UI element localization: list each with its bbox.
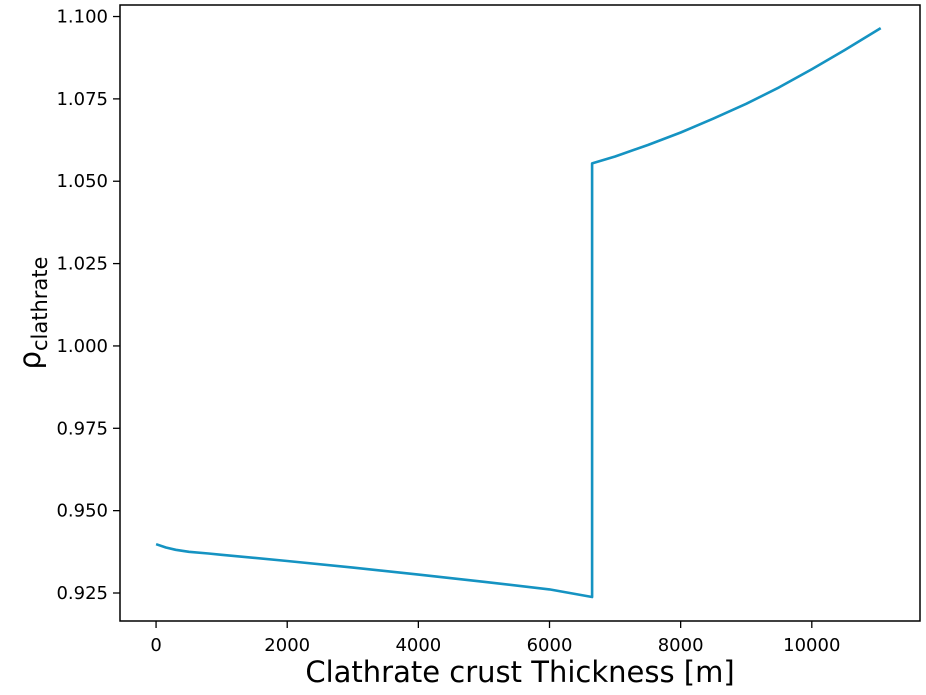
ticks-layer: 0 2000 4000 6000 8000 10000 0.925 0.950 0.975 1.0… <box>56 7 840 656</box>
y-tick-label: 0.950 <box>56 501 108 522</box>
x-tick-label: 6000 <box>527 635 573 656</box>
y-tick-label: 0.925 <box>56 583 108 604</box>
x-axis-title: Clathrate crust Thickness [m] <box>305 655 734 689</box>
x-tick-label: 2000 <box>264 635 310 656</box>
x-tick-label: 0 <box>150 635 161 656</box>
x-tick-label: 8000 <box>658 635 704 656</box>
y-tick-label: 0.975 <box>56 418 108 439</box>
series-line <box>155 26 882 599</box>
x-tick-label: 10000 <box>783 635 840 656</box>
y-tick-label: 1.000 <box>56 336 108 357</box>
y-tick-label: 1.075 <box>56 89 108 110</box>
y-axis-title-subscript: clathrate <box>28 257 52 351</box>
y-axis-title: ρclathrate <box>13 257 52 370</box>
y-axis-title-base: ρ <box>13 351 47 369</box>
plot-frame <box>119 4 921 622</box>
y-tick-label: 1.100 <box>56 7 108 28</box>
x-tick-label: 4000 <box>395 635 441 656</box>
series-layer <box>155 26 882 599</box>
y-tick-label: 1.050 <box>56 171 108 192</box>
y-tick-label: 1.025 <box>56 254 108 275</box>
